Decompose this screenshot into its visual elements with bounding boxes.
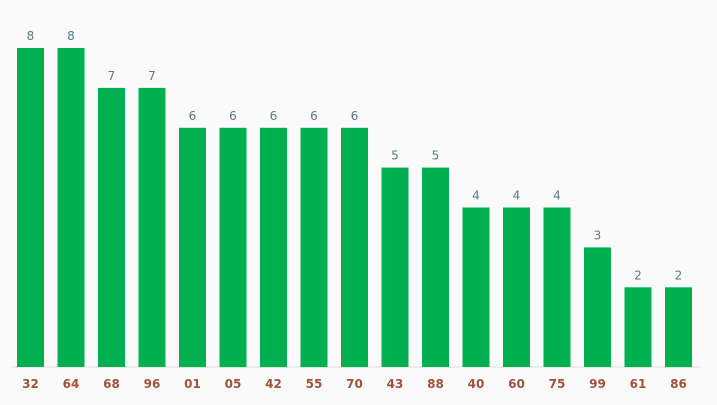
category-label-61: 61 (630, 377, 647, 391)
value-label-32: 8 (27, 29, 35, 43)
category-label-60: 60 (508, 377, 525, 391)
category-label-88: 88 (427, 377, 444, 391)
bars-group (17, 48, 692, 368)
value-label-05: 6 (229, 109, 237, 123)
value-label-55: 6 (310, 109, 318, 123)
bar-64 (57, 48, 85, 367)
bar-61 (624, 287, 652, 368)
category-label-42: 42 (265, 377, 282, 391)
value-label-70: 6 (351, 109, 359, 123)
value-label-42: 6 (270, 109, 278, 123)
bar-96 (138, 87, 166, 368)
bar-60 (503, 207, 530, 367)
category-label-99: 99 (589, 377, 606, 391)
bar-43 (381, 167, 409, 367)
bar-68 (98, 87, 125, 368)
category-label-70: 70 (346, 377, 363, 391)
bar-32 (17, 48, 44, 367)
value-label-68: 7 (108, 69, 116, 83)
category-label-64: 64 (63, 377, 80, 391)
category-label-86: 86 (670, 377, 687, 391)
value-label-64: 8 (67, 29, 75, 43)
bar-40 (462, 207, 490, 367)
bar-75 (543, 207, 571, 367)
category-label-68: 68 (103, 377, 120, 391)
value-label-75: 4 (553, 189, 561, 203)
bar-99 (584, 247, 611, 367)
bar-01 (179, 127, 206, 368)
bar-05 (219, 127, 247, 368)
bar-70 (341, 127, 368, 368)
value-label-86: 2 (675, 268, 683, 282)
category-label-43: 43 (387, 377, 404, 391)
value-labels-group: 8 8 7 7 6 6 6 6 6 5 5 4 4 4 3 2 2 (27, 29, 683, 282)
category-label-01: 01 (184, 377, 201, 391)
bar-86 (665, 287, 692, 368)
category-label-32: 32 (22, 377, 39, 391)
bar-88 (422, 167, 449, 367)
value-label-61: 2 (634, 268, 642, 282)
value-label-43: 5 (391, 149, 399, 163)
value-label-96: 7 (148, 69, 156, 83)
category-label-96: 96 (144, 377, 161, 391)
category-label-05: 05 (225, 377, 242, 391)
bar-55 (300, 127, 328, 368)
value-label-99: 3 (594, 228, 602, 242)
value-label-88: 5 (432, 149, 440, 163)
bar-42 (260, 127, 287, 368)
value-label-60: 4 (513, 189, 521, 203)
value-label-40: 4 (472, 189, 480, 203)
category-label-55: 55 (306, 377, 323, 391)
category-label-75: 75 (549, 377, 566, 391)
value-label-01: 6 (189, 109, 197, 123)
category-label-40: 40 (468, 377, 485, 391)
category-labels-group: 32 64 68 96 01 05 42 55 70 43 88 40 60 75 99 61 86 (22, 377, 687, 391)
